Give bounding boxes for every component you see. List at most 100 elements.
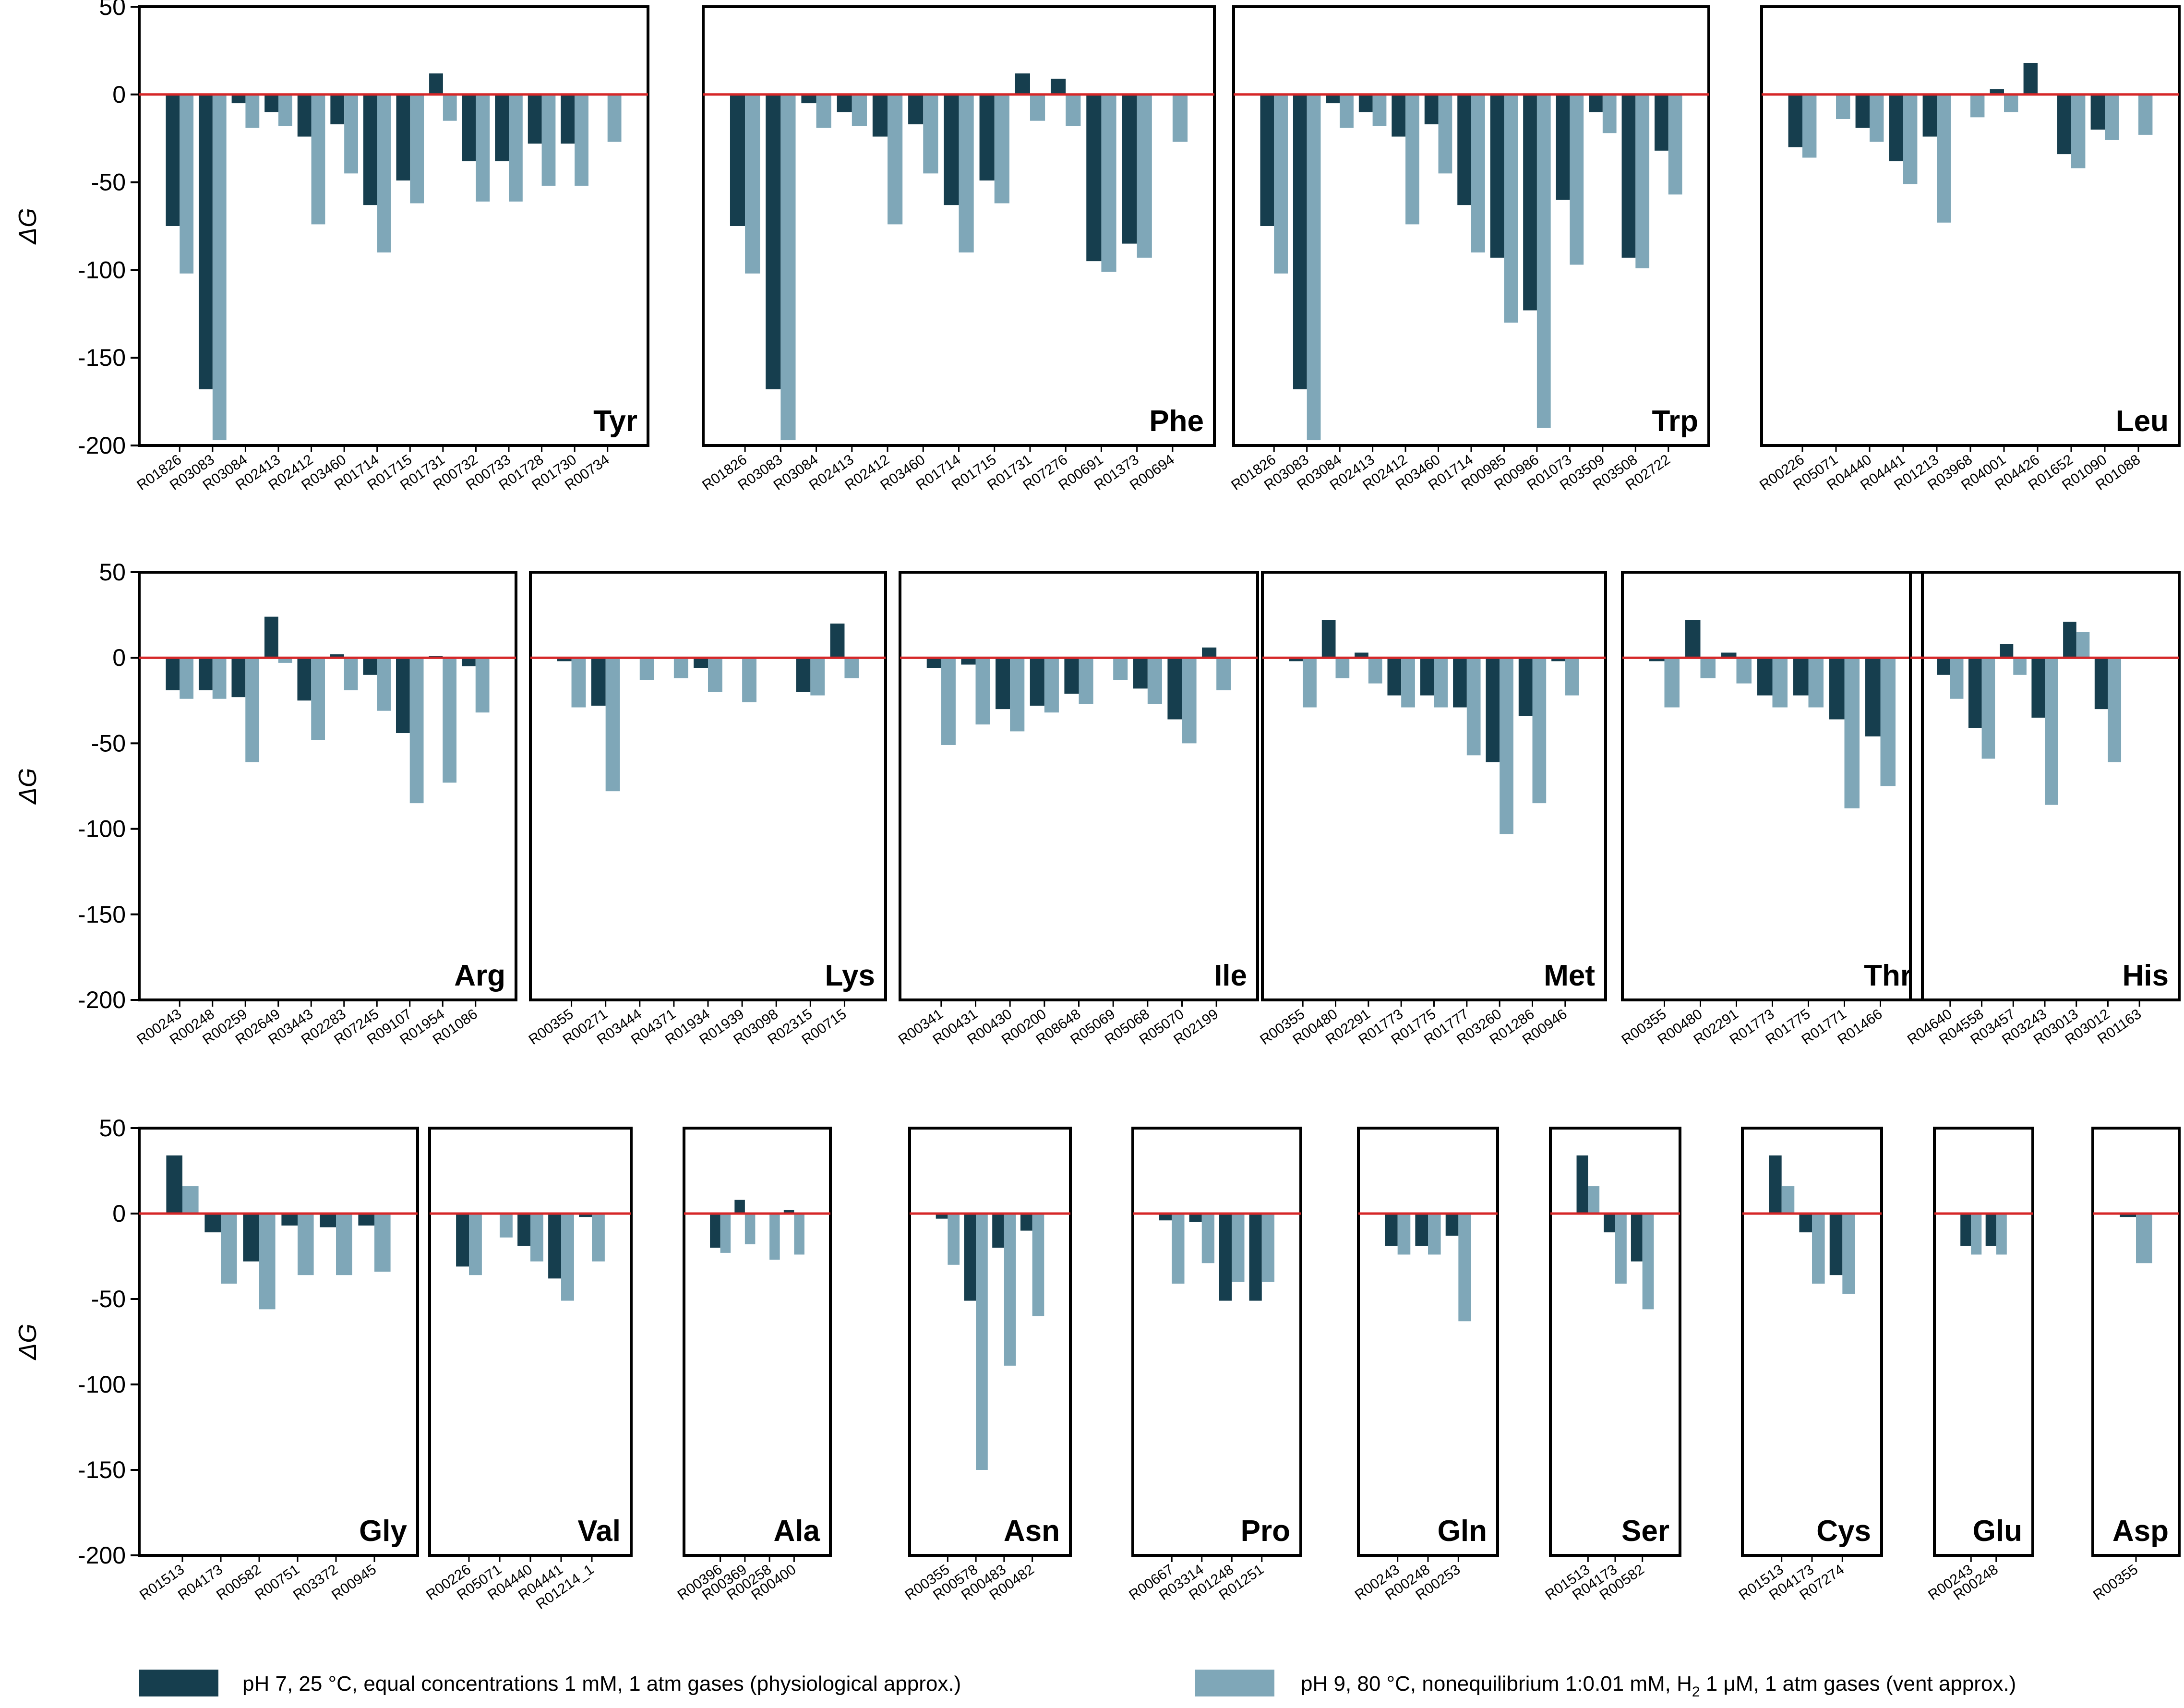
panel-title: Trp [1652, 405, 1698, 438]
y-axis-title: ΔG [14, 208, 42, 245]
y-tick-label: -150 [78, 901, 126, 928]
panel-title: Gln [1438, 1515, 1487, 1548]
bar-ph9 [794, 1214, 804, 1255]
bar-ph9 [475, 658, 490, 713]
y-tick-label: -200 [78, 432, 126, 459]
bar-ph7 [944, 94, 959, 205]
bar-ph9 [1970, 94, 1985, 118]
bar-ph7 [1556, 94, 1570, 200]
bar-ph9 [1307, 94, 1321, 441]
y-axis-row-3: 50 0 -50 -100 -150 -200 ΔG [14, 1115, 141, 1569]
bar-ph7 [557, 658, 572, 662]
bar-ph9 [476, 94, 490, 202]
bar-ph7 [363, 658, 377, 675]
bar-ph7 [1829, 658, 1845, 720]
panel-title: Tyr [593, 405, 637, 438]
panel-title: Asp [2112, 1515, 2169, 1548]
bar-ph9 [1274, 94, 1288, 274]
bar-ph9 [374, 1214, 391, 1272]
panel-frame [1621, 571, 1924, 1001]
bar-ph9 [1736, 658, 1752, 684]
bar-ph7 [1631, 1214, 1643, 1262]
bar-ph7 [297, 94, 312, 137]
bar-ph7 [1453, 658, 1467, 708]
bar-ph7 [979, 94, 995, 180]
bar-ph7 [1829, 1214, 1843, 1275]
bar-ph7 [1358, 94, 1373, 112]
bar-ph7 [1721, 652, 1737, 658]
panel-title: Met [1544, 959, 1595, 992]
bar-ph7 [1486, 658, 1500, 762]
bar-ph9 [1615, 1214, 1627, 1284]
bar-ph9 [1937, 94, 1951, 223]
bar-ph9 [1113, 658, 1128, 680]
panel-leu: R00226R05071R04440R04441R01213R03968R040… [1757, 5, 2181, 493]
panel-title: Pro [1241, 1515, 1290, 1548]
panel-frame [1261, 571, 1607, 1001]
bar-ph9 [607, 94, 622, 142]
bar-ph7 [579, 1214, 592, 1217]
bar-ph9 [1434, 658, 1448, 708]
bar-ph9 [888, 94, 903, 225]
bar-ph9 [278, 94, 292, 126]
bar-ph7 [166, 658, 180, 690]
bar-ph9 [1903, 94, 1918, 184]
bar-ph9 [810, 658, 825, 696]
bar-ph7 [908, 94, 924, 124]
panel-tyr: R01826R03083R03084R02413R02412R03460R017… [134, 5, 649, 493]
y-tick-label: 0 [112, 644, 126, 671]
y-tick-label: 50 [99, 559, 126, 586]
bar-ph9 [1466, 658, 1481, 756]
bar-ph7 [1937, 658, 1950, 675]
bar-ph9 [410, 94, 424, 204]
bar-ph9 [500, 1214, 513, 1238]
y-tick-label: -150 [78, 344, 126, 371]
bar-ph7 [1865, 658, 1881, 737]
panel-grid: 50 0 -50 -100 -150 -200 ΔG 50 0 -50 -100 -150 -200 ΔG… [14, 0, 2181, 1612]
legend-swatch-dark [139, 1670, 218, 1696]
bar-ph7 [964, 1214, 976, 1301]
bar-ph9 [1971, 1214, 1982, 1255]
legend-label-dark: pH 7, 25 °C, equal concentrations 1 mM, … [242, 1672, 961, 1696]
panel-frame [908, 1127, 1072, 1557]
bar-ph9 [1172, 94, 1188, 142]
y-tick-label: -50 [91, 1286, 126, 1312]
y-tick-label: 50 [99, 0, 126, 20]
bar-ph9 [409, 658, 424, 804]
bar-ph7 [264, 94, 278, 112]
bar-ph7 [456, 1214, 469, 1267]
bar-ph9 [1700, 658, 1716, 678]
bar-ph9 [1602, 94, 1617, 133]
bar-ph9 [509, 94, 523, 202]
bar-ph9 [769, 1214, 780, 1260]
bar-ph9 [1812, 1214, 1825, 1284]
bar-ph7 [561, 94, 575, 144]
bar-ph9 [1842, 1214, 1855, 1294]
panel-his: R04640R04558R03457R03243R03013R03012R011… [1905, 571, 2181, 1048]
bar-ph9 [1996, 1214, 2007, 1255]
panel-frame [1760, 5, 2181, 447]
panel-frame [1741, 1127, 1883, 1557]
bar-ph7 [1086, 94, 1102, 262]
bar-ph9 [844, 658, 859, 678]
bar-ph7 [1219, 1214, 1232, 1301]
bar-ph7 [1415, 1214, 1428, 1246]
y-tick-label: -100 [78, 1371, 126, 1398]
bar-ph7 [730, 94, 745, 227]
panel-title: Leu [2116, 405, 2169, 438]
bar-ph9 [708, 658, 722, 692]
bar-ph7 [1604, 1214, 1615, 1233]
y-tick-label: -150 [78, 1456, 126, 1483]
bar-ph9 [1438, 94, 1452, 174]
bar-ph7 [462, 94, 476, 161]
bar-ph7 [1387, 658, 1402, 696]
bar-ph9 [180, 658, 194, 699]
bar-ph7 [1133, 658, 1148, 689]
panel-frame [2091, 1127, 2181, 1557]
bar-ph9 [605, 658, 620, 792]
bar-ph7 [2057, 94, 2071, 155]
bar-ph7 [1392, 94, 1406, 137]
